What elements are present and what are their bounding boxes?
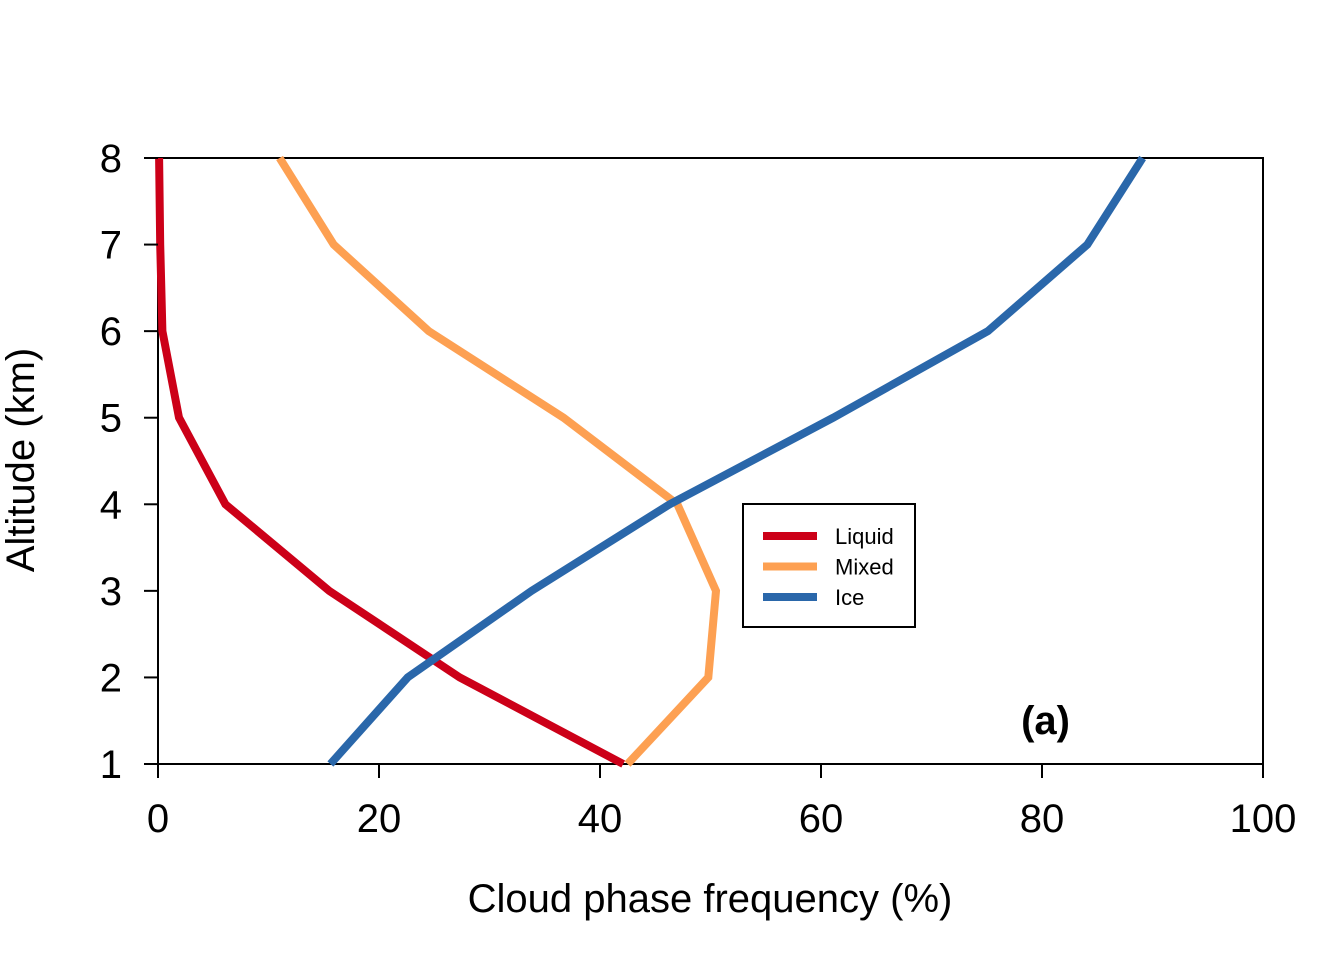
x-tick-label: 60 <box>799 797 844 841</box>
y-tick-label: 5 <box>100 397 122 441</box>
x-tick-label: 100 <box>1230 797 1297 841</box>
y-tick-label: 4 <box>100 483 122 527</box>
y-axis: 1 2 3 4 5 6 7 8 <box>100 137 158 787</box>
plot-frame <box>157 157 1264 765</box>
plot-area <box>155 155 1264 768</box>
series-line-mixed <box>276 155 721 767</box>
x-tick-label: 80 <box>1020 797 1065 841</box>
legend-label-ice: Ice <box>835 585 864 610</box>
legend-label-liquid: Liquid <box>835 524 894 549</box>
y-axis-title: Altitude (km) <box>0 348 43 573</box>
series-line-ice <box>327 155 1146 767</box>
panel-label: (a) <box>1021 699 1070 743</box>
y-tick-label: 6 <box>100 310 122 354</box>
x-axis: 0 20 40 60 80 100 <box>147 764 1297 841</box>
y-tick-label: 1 <box>100 743 122 787</box>
legend: Liquid Mixed Ice <box>742 503 916 628</box>
legend-label-mixed: Mixed <box>835 555 894 580</box>
y-tick-label: 8 <box>100 137 122 181</box>
x-tick-label: 40 <box>578 797 623 841</box>
y-tick-label: 7 <box>100 224 122 268</box>
y-tick-label: 3 <box>100 570 122 614</box>
series-line-liquid <box>155 157 626 768</box>
x-axis-title: Cloud phase frequency (%) <box>468 877 953 921</box>
x-tick-label: 0 <box>147 797 169 841</box>
x-tick-label: 20 <box>357 797 402 841</box>
y-tick-label: 2 <box>100 656 122 700</box>
